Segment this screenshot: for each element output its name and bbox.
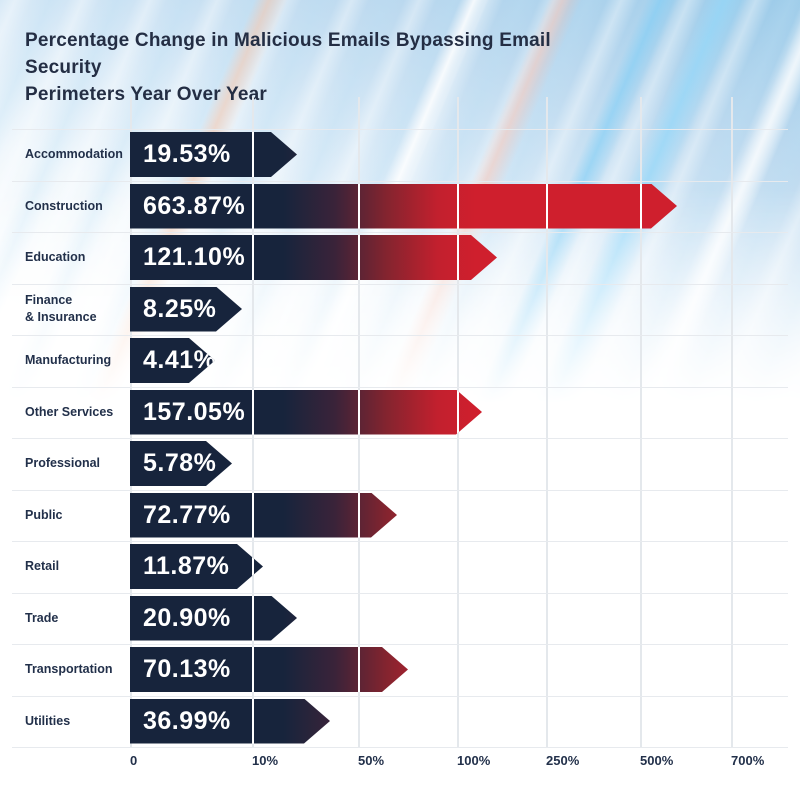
v-gridline — [731, 97, 733, 747]
row-separator — [12, 386, 788, 388]
row-separator — [12, 283, 788, 285]
bar-value-label: 72.77% — [143, 500, 231, 529]
bar-value-label: 4.41% — [143, 346, 217, 374]
chart-title: Percentage Change in Malicious Emails By… — [25, 27, 625, 108]
chart-title-line2: Perimeters Year Over Year — [25, 84, 267, 105]
category-label: Transportation — [25, 662, 113, 677]
category-label: Professional — [25, 456, 101, 471]
row-separator — [12, 747, 788, 748]
gridline-gap — [252, 699, 254, 744]
bar: 663.87% — [130, 184, 677, 229]
category-label: Accommodation — [25, 147, 123, 162]
row-separator — [12, 644, 788, 645]
x-tick-label: 100% — [457, 753, 491, 768]
gridline-gap — [252, 544, 254, 589]
bar: 11.87% — [130, 544, 263, 589]
x-tick-label: 500% — [640, 753, 674, 768]
chart-title-line1: Percentage Change in Malicious Emails By… — [25, 30, 551, 78]
x-tick-label: 700% — [731, 753, 765, 768]
category-label: Retail — [25, 559, 60, 574]
bar: 121.10% — [130, 235, 497, 280]
gridline-gap — [358, 184, 360, 229]
gridline-gap — [252, 596, 254, 641]
x-tick-label: 250% — [546, 753, 580, 768]
category-label: Manufacturing — [25, 353, 112, 368]
category-label: Construction — [25, 198, 103, 213]
bar: 36.99% — [130, 699, 330, 744]
gridline-gap — [457, 235, 459, 280]
bar-value-label: 5.78% — [143, 449, 217, 477]
category-label: Public — [25, 507, 63, 522]
v-gridline — [546, 97, 548, 747]
category-label: Other Services — [25, 404, 114, 419]
gridline-gap — [457, 390, 459, 435]
row-separator — [12, 592, 788, 594]
bar-value-label: 19.53% — [143, 140, 231, 168]
category-label: Trade — [25, 610, 59, 625]
gridline-gap — [252, 235, 254, 280]
gridline-gap — [546, 184, 548, 229]
bar-value-label: 70.13% — [143, 655, 231, 683]
bar-value-label: 663.87% — [143, 191, 246, 220]
gridline-gap — [252, 132, 254, 177]
row-separator — [12, 489, 788, 491]
gridline-gap — [457, 184, 459, 229]
bar-value-label: 157.05% — [143, 397, 246, 426]
gridline-gap — [252, 493, 254, 538]
row-separator — [12, 232, 788, 233]
gridline-gap — [358, 235, 360, 280]
bar: 157.05% — [130, 390, 482, 435]
row-separator — [12, 335, 788, 336]
bar: 19.53% — [130, 132, 297, 177]
bar: 4.41% — [130, 338, 215, 383]
row-separator — [12, 541, 788, 542]
category-label: Finance & Insurance — [25, 293, 97, 325]
gridline-gap — [252, 390, 254, 435]
row-separator — [12, 695, 788, 697]
bar-value-label: 36.99% — [143, 706, 231, 735]
x-tick-label: 0 — [130, 753, 138, 768]
gridline-gap — [358, 647, 360, 692]
bar-value-label: 11.87% — [143, 552, 230, 580]
x-tick-label: 50% — [358, 753, 385, 768]
bar: 72.77% — [130, 493, 397, 538]
bar-value-label: 20.90% — [143, 603, 231, 632]
category-label: Utilities — [25, 713, 71, 728]
bar-value-label: 121.10% — [143, 243, 246, 271]
row-separator — [12, 438, 788, 439]
category-label: Education — [25, 250, 86, 265]
v-gridline — [640, 97, 642, 747]
row-separator — [12, 129, 788, 130]
bar: 70.13% — [130, 647, 408, 692]
gridline-gap — [252, 647, 254, 692]
x-tick-label: 10% — [252, 753, 279, 768]
gridline-gap — [358, 390, 360, 435]
gridline-gap — [358, 493, 360, 538]
gridline-gap — [640, 184, 642, 229]
bar-value-label: 8.25% — [143, 294, 217, 323]
gridline-gap — [252, 184, 254, 229]
row-separator — [12, 180, 788, 182]
bar: 20.90% — [130, 596, 297, 641]
bar: 5.78% — [130, 441, 232, 486]
bar: 8.25% — [130, 287, 242, 332]
